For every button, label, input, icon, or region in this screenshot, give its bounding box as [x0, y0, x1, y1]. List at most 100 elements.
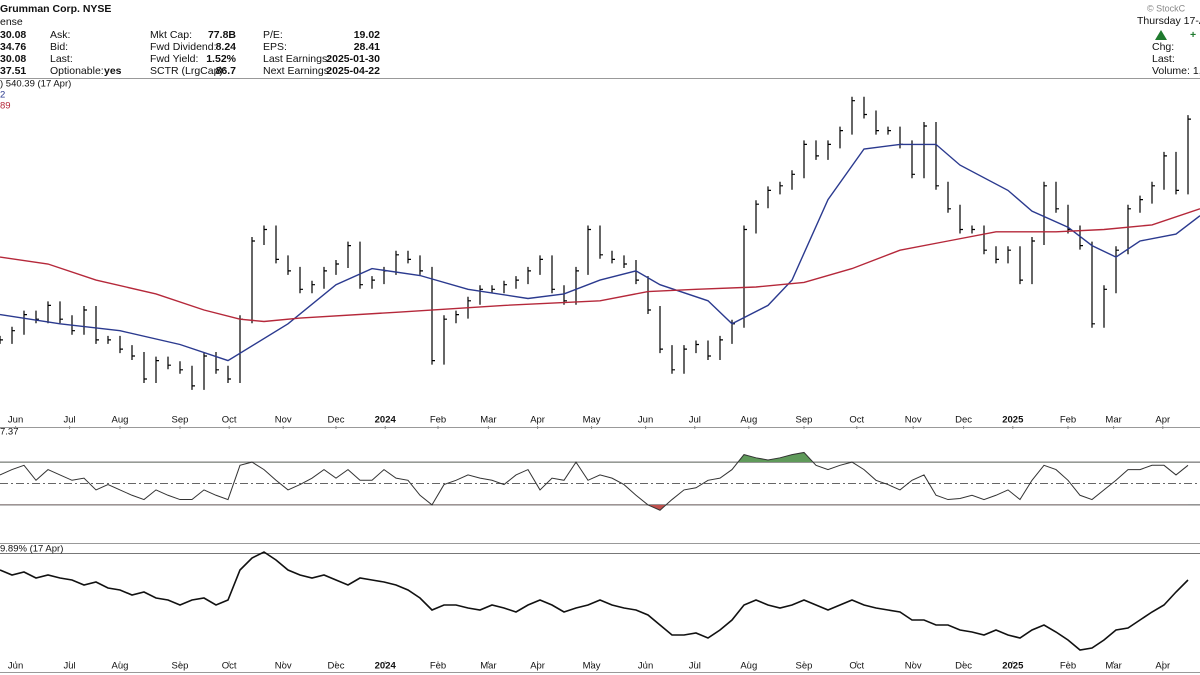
rs-label: 9.89% (17 Apr) [0, 544, 63, 555]
price-bar [23, 310, 27, 335]
fund-label: Mkt Cap: [150, 29, 192, 41]
price-bar [947, 181, 951, 213]
price-bar [83, 306, 87, 335]
price-bar [395, 250, 399, 275]
price-bar [539, 255, 543, 275]
price-bar [671, 345, 675, 374]
copyright: © StockC [1147, 3, 1186, 13]
x-tick-label: Mar [1105, 661, 1121, 672]
price-bar [767, 186, 771, 209]
price-bar [239, 315, 243, 383]
price-bar [515, 276, 519, 289]
earn-label: Last Earnings: [263, 53, 330, 65]
price-bar [599, 225, 603, 259]
price-bar [1079, 225, 1083, 250]
x-tick-label: Sep [796, 661, 813, 672]
fund-value: 86.7 [216, 65, 237, 77]
fund-label: Fwd Yield: [150, 53, 198, 65]
x-tick-label: Apr [1155, 415, 1170, 426]
x-tick-label: 2024 [375, 415, 397, 426]
price-bar [251, 237, 255, 324]
price-bar [1115, 246, 1119, 294]
x-tick-label: Dec [328, 415, 345, 426]
price-bar [59, 301, 63, 324]
fund-label: Fwd Dividend: [150, 41, 217, 53]
price-bar [695, 340, 699, 354]
price-bar [587, 225, 591, 275]
x-tick-label: Jul [64, 415, 76, 426]
price-bar [359, 241, 363, 289]
price-bar [275, 225, 279, 264]
price-bar [1031, 237, 1035, 285]
legend-ma: 2 [0, 90, 5, 101]
price-bar [635, 260, 639, 285]
price-bar [683, 345, 687, 374]
price-bar [503, 280, 507, 294]
price-bar [383, 266, 387, 285]
price-bar [167, 356, 171, 370]
price-bar [47, 301, 51, 324]
price-bar [647, 276, 651, 314]
x-tick-label: Oct [222, 661, 237, 672]
x-tick-label: Jul [689, 661, 701, 672]
rsi-label: 7.37 [0, 427, 19, 438]
up-arrow [1155, 30, 1167, 40]
price-bar [971, 225, 975, 234]
right-label: Volume: 1,1 [1152, 65, 1200, 77]
price-bar [347, 241, 351, 268]
quote-value: 30.08 [0, 53, 26, 65]
earn-label: Next Earnings: [263, 65, 332, 77]
price-bar [1127, 204, 1131, 255]
fund-label: SCTR (LrgCap): [150, 65, 226, 77]
price-bar [0, 335, 3, 344]
price-bar [11, 326, 15, 344]
x-tick-label: Jul [64, 661, 76, 672]
quote-label: Bid: [50, 41, 68, 53]
x-tick-label: Jul [689, 415, 701, 426]
oversold-fill [0, 504, 1188, 511]
x-tick-label: Dec [955, 661, 972, 672]
price-bar [1139, 195, 1143, 213]
x-tick-label: Aug [740, 661, 757, 672]
price-bar [323, 266, 327, 289]
price-bar [1019, 246, 1023, 285]
x-tick-label: Aug [112, 661, 129, 672]
legend-price: ) 540.39 (17 Apr) [0, 79, 71, 90]
quote-label: Optionable: [50, 65, 104, 77]
x-tick-label: Oct [849, 415, 864, 426]
price-bar [815, 140, 819, 160]
quote-value: 37.51 [0, 65, 26, 77]
price-bar [899, 126, 903, 149]
fund-value: 1.52% [206, 53, 236, 65]
price-bar [659, 306, 663, 354]
x-tick-label: Mar [1105, 415, 1121, 426]
x-tick-label: Aug [112, 415, 129, 426]
quote-label: Ask: [50, 29, 70, 41]
price-bar [719, 335, 723, 360]
indicator-line [0, 551, 1189, 651]
price-bar [407, 250, 411, 264]
x-tick-label: Jun [638, 661, 653, 672]
fund-value: 8.24 [216, 41, 237, 53]
price-bar [491, 285, 495, 294]
price-bar [1103, 285, 1107, 328]
x-tick-label: 2025 [1002, 415, 1024, 426]
quote-value: 30.08 [0, 29, 26, 41]
price-bar [1151, 181, 1155, 204]
x-tick-label: Nov [905, 415, 922, 426]
x-tick-label: Jun [638, 415, 653, 426]
x-tick-label: Oct [849, 661, 864, 672]
x-tick-label: Dec [955, 415, 972, 426]
price-bar [575, 266, 579, 305]
x-tick-label: Mar [480, 415, 496, 426]
x-tick-label: Nov [905, 661, 922, 672]
price-bar [527, 266, 531, 285]
price-bar [1175, 151, 1179, 195]
price-bar [95, 306, 99, 344]
x-tick-label: Nov [275, 415, 292, 426]
price-bar [311, 280, 315, 294]
x-tick-label: Dec [328, 661, 345, 672]
price-bar [179, 361, 183, 374]
price-bar [551, 255, 555, 294]
